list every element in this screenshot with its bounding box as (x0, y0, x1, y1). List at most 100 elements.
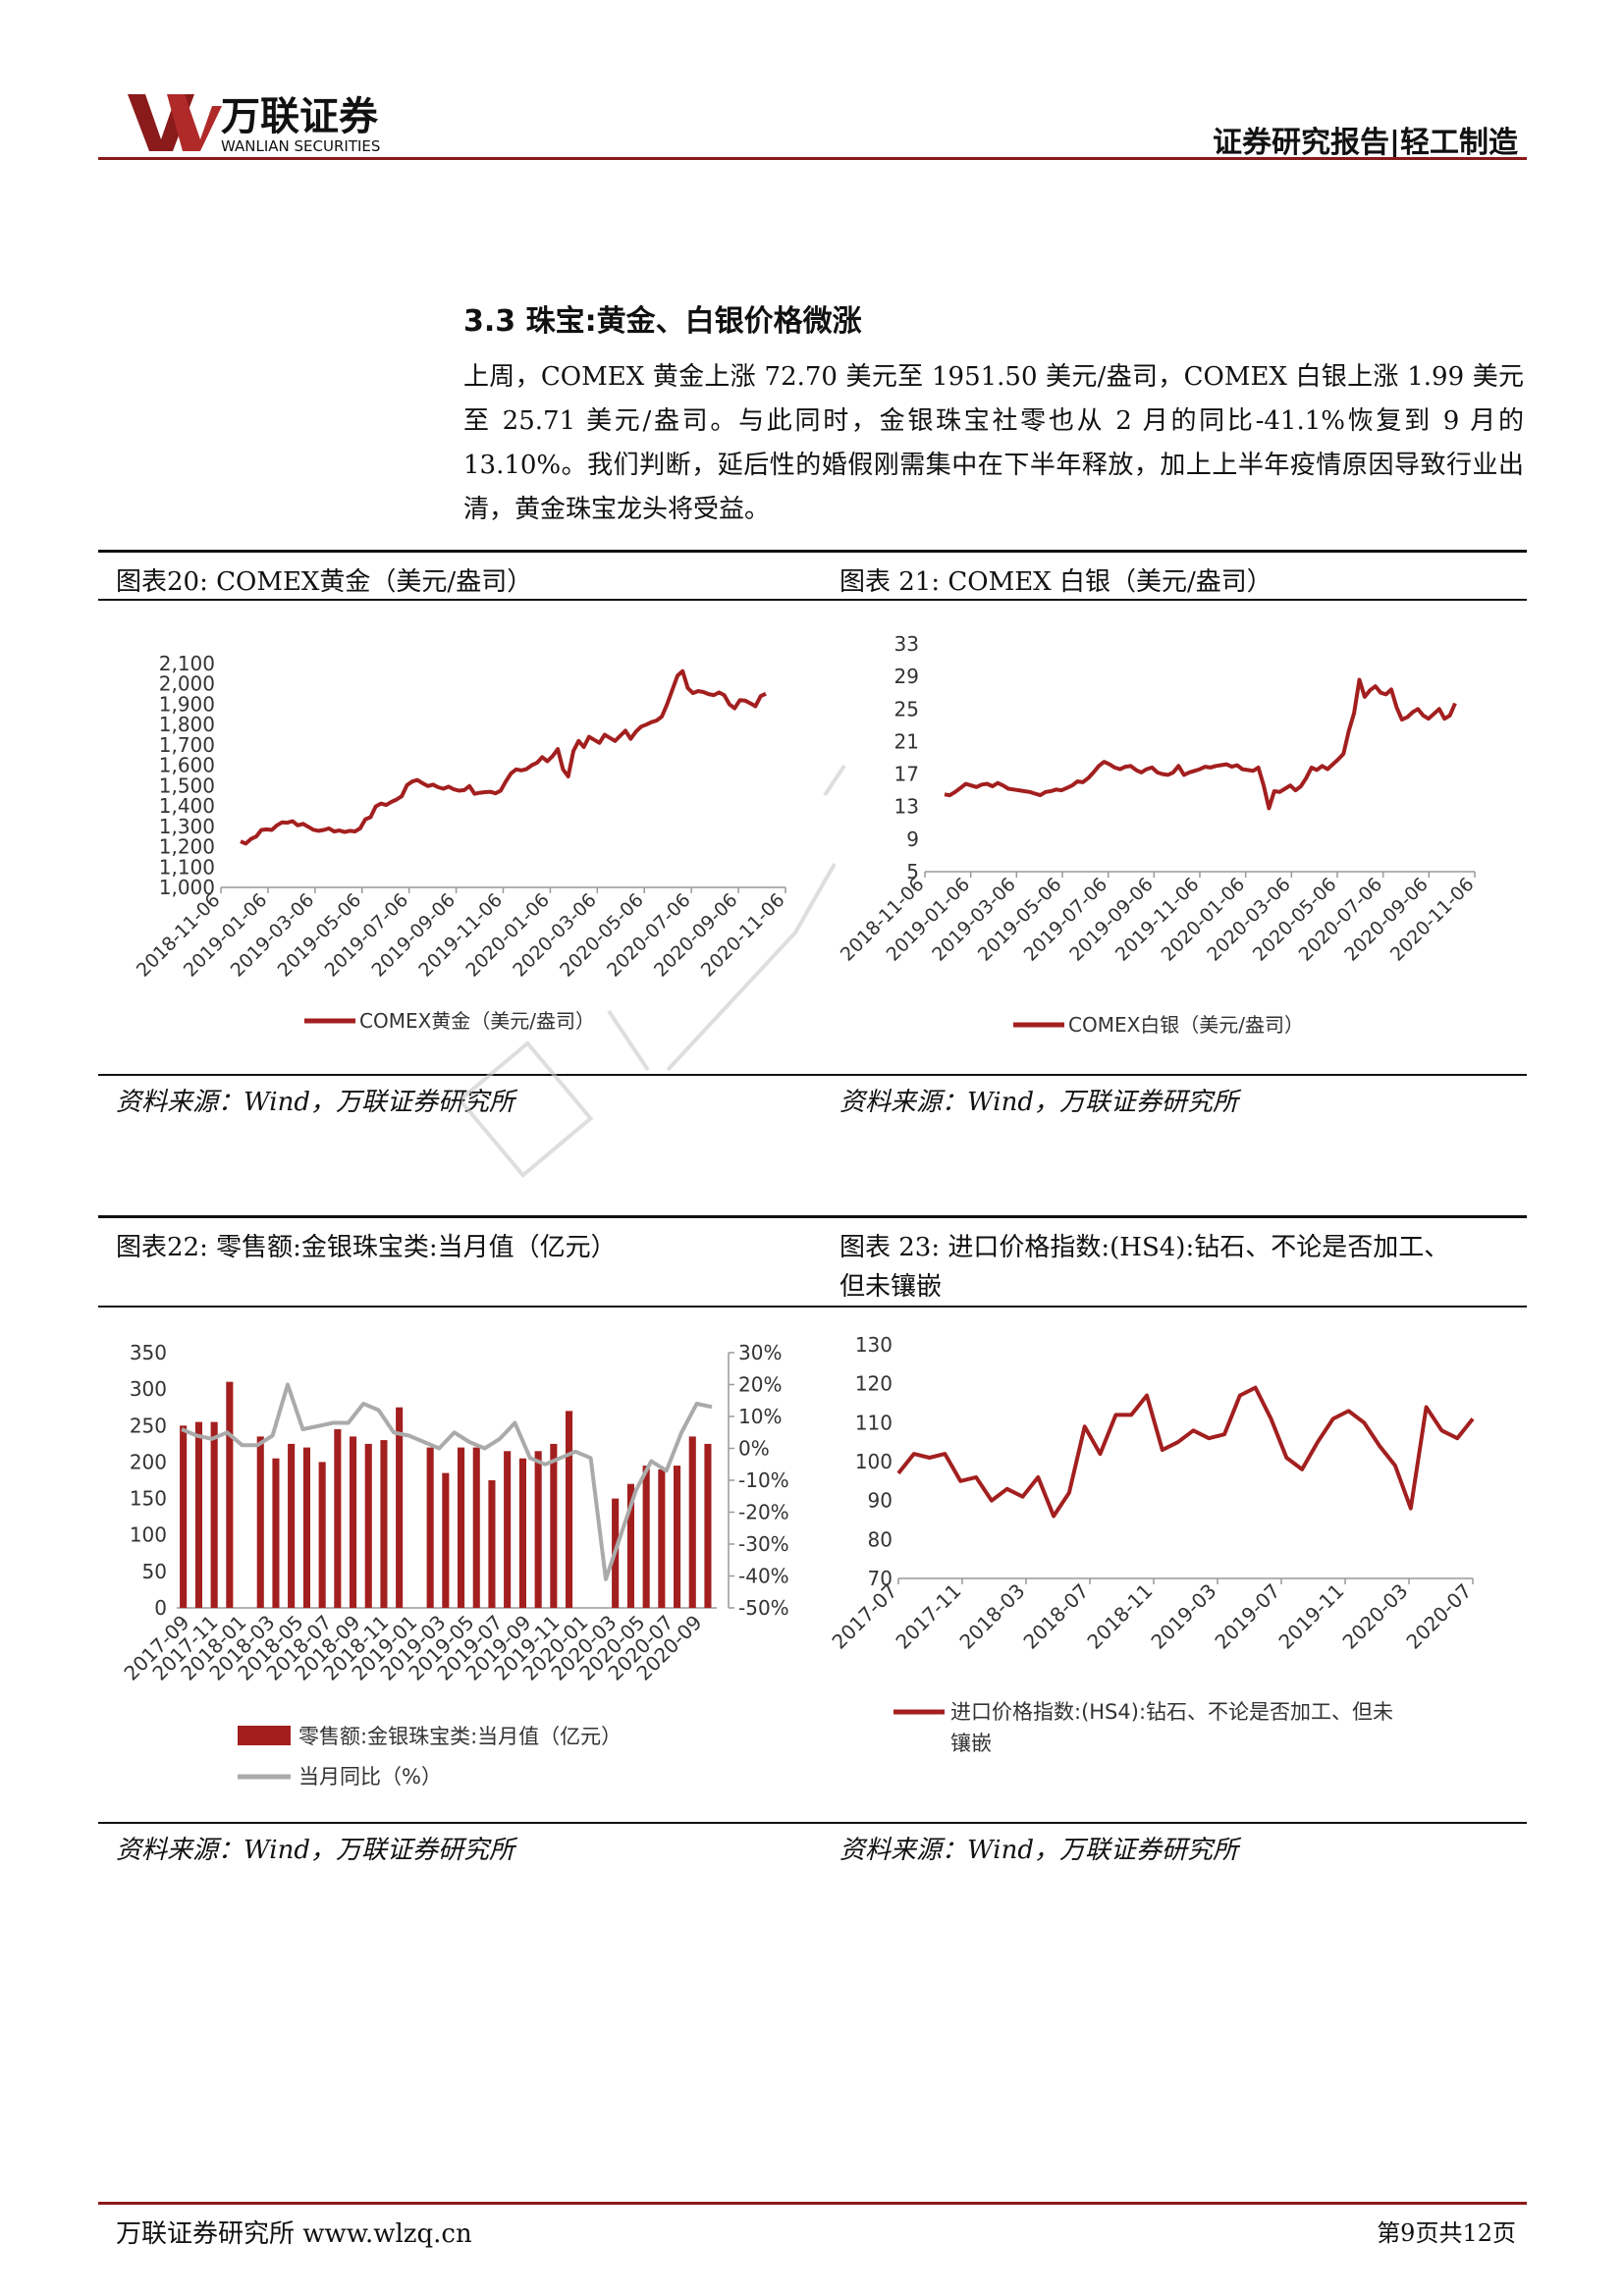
x-tick-label: 2018-03 (954, 1579, 1029, 1654)
y-left-tick-label: 100 (130, 1523, 167, 1547)
diamond-chart: 7080901001101201302017-072017-112018-032… (827, 1333, 1476, 1755)
y-right-tick-label: -20% (738, 1501, 789, 1524)
y-left-tick-label: 0 (154, 1596, 167, 1620)
bar (302, 1447, 310, 1608)
y-right-tick-label: 10% (738, 1405, 782, 1428)
y-tick-label: 1,300 (159, 815, 215, 838)
gold-chart: 1,0001,1001,2001,3001,4001,5001,6001,700… (133, 652, 789, 1033)
report-tag: 证券研究报告|轻工制造 (1213, 126, 1518, 160)
fig22-title: 图表22: 零售额:金银珠宝类:当月值（亿元） (116, 1233, 617, 1262)
y-tick-label: 1,100 (159, 855, 215, 879)
watermark-icon (461, 764, 846, 1178)
fig20-title: 图表20: COMEX黄金（美元/盎司） (116, 567, 533, 597)
y-right-tick-label: 30% (738, 1341, 782, 1364)
footer-left: 万联证券研究所 www.wlzq.cn (116, 2219, 472, 2249)
figure-title-rule (98, 599, 1527, 601)
y-tick-label: 1,800 (159, 713, 215, 736)
y-right-tick-label: -30% (738, 1532, 789, 1556)
bar (180, 1425, 188, 1608)
section-title: 3.3 珠宝:黄金、白银价格微涨 (463, 304, 862, 339)
bar (288, 1443, 296, 1608)
brand-logo: 万联证券 WANLIAN SECURITIES (128, 94, 380, 155)
bar (442, 1472, 450, 1608)
fig21-source: 资料来源：Wind，万联证券研究所 (839, 1088, 1238, 1117)
footer-divider (98, 2202, 1527, 2205)
bar (380, 1440, 388, 1608)
y-tick-label: 33 (894, 632, 919, 656)
bar (674, 1466, 681, 1608)
x-tick-label: 2017-11 (891, 1579, 965, 1654)
bar (488, 1480, 496, 1608)
figure-top-rule-2 (98, 1215, 1527, 1218)
y-tick-label: 1,000 (159, 876, 215, 899)
silver-chart: 591317212529332018-11-062019-01-062019-0… (837, 632, 1479, 1037)
y-tick-label: 80 (868, 1527, 893, 1551)
bar (226, 1381, 234, 1608)
legend-label: COMEX白银（美元/盎司） (1068, 1013, 1304, 1037)
bar (364, 1443, 372, 1608)
bar (642, 1466, 650, 1608)
y-tick-label: 70 (868, 1567, 893, 1590)
y-tick-label: 2,000 (159, 672, 215, 696)
figure-bottom-rule (98, 1074, 1527, 1076)
y-tick-label: 1,600 (159, 754, 215, 777)
fig23-source: 资料来源：Wind，万联证券研究所 (839, 1836, 1238, 1865)
y-left-tick-label: 150 (130, 1487, 167, 1511)
y-tick-label: 110 (855, 1411, 893, 1434)
legend-label: 进口价格指数:(HS4):钻石、不论是否加工、但未 (950, 1700, 1393, 1724)
y-tick-label: 5 (906, 860, 919, 883)
y-tick-label: 17 (894, 763, 919, 786)
x-tick-label: 2020-03 (1337, 1579, 1412, 1654)
y-right-tick-label: -10% (738, 1468, 789, 1492)
x-tick-label: 2020-07 (1401, 1579, 1476, 1654)
legend-label: 镶嵌 (950, 1732, 992, 1755)
y-left-tick-label: 300 (130, 1377, 167, 1401)
bar (704, 1443, 712, 1608)
series-line (240, 668, 767, 846)
bar (472, 1447, 480, 1608)
y-right-tick-label: -50% (738, 1596, 789, 1620)
bar (550, 1443, 558, 1608)
bar (688, 1436, 696, 1608)
x-tick-label: 2018-11 (1082, 1579, 1157, 1654)
y-tick-label: 100 (855, 1450, 893, 1473)
yoy-line (181, 1382, 713, 1581)
y-tick-label: 1,900 (159, 692, 215, 716)
x-tick-label: 2019-03 (1146, 1579, 1220, 1654)
series-line (944, 677, 1457, 811)
bar (518, 1458, 526, 1608)
legend-label: COMEX黄金（美元/盎司） (359, 1009, 595, 1033)
figure-bottom-rule-2 (98, 1822, 1527, 1824)
y-tick-label: 1,200 (159, 835, 215, 859)
bar (426, 1447, 434, 1608)
y-tick-label: 13 (894, 795, 919, 819)
y-tick-label: 120 (855, 1372, 893, 1396)
bar (256, 1436, 264, 1608)
series-line (896, 1385, 1475, 1519)
y-tick-label: 90 (868, 1489, 893, 1513)
y-right-tick-label: 20% (738, 1373, 782, 1397)
bar (210, 1421, 218, 1608)
bar (458, 1447, 465, 1608)
legend-bar-label: 零售额:金银珠宝类:当月值（亿元） (298, 1725, 622, 1748)
x-tick-label: 2019-07 (1210, 1579, 1284, 1654)
x-tick-label: 2018-07 (1018, 1579, 1093, 1654)
bar (534, 1451, 542, 1608)
footer-page-number: 第9页共12页 (1377, 2219, 1516, 2247)
y-right-tick-label: -40% (738, 1565, 789, 1588)
y-left-tick-label: 200 (130, 1450, 167, 1473)
y-tick-label: 25 (894, 697, 919, 721)
figure-title-rule-2 (98, 1306, 1527, 1308)
bar (334, 1429, 342, 1608)
fig20-source: 资料来源：Wind，万联证券研究所 (116, 1088, 514, 1117)
bar (504, 1451, 512, 1608)
y-left-tick-label: 350 (130, 1341, 167, 1364)
x-tick-label: 2019-11 (1273, 1579, 1348, 1654)
y-tick-label: 1,500 (159, 774, 215, 797)
retail-chart: 0 50 100 150 200 250 300 350 -50% -40% -30% -20% -10… (119, 1341, 789, 1789)
bar (350, 1436, 357, 1608)
header-divider (98, 157, 1527, 160)
fig23-title-line1: 图表 23: 进口价格指数:(HS4):钻石、不论是否加工、 (839, 1233, 1450, 1262)
bar (272, 1458, 280, 1608)
y-tick-label: 21 (894, 729, 919, 753)
